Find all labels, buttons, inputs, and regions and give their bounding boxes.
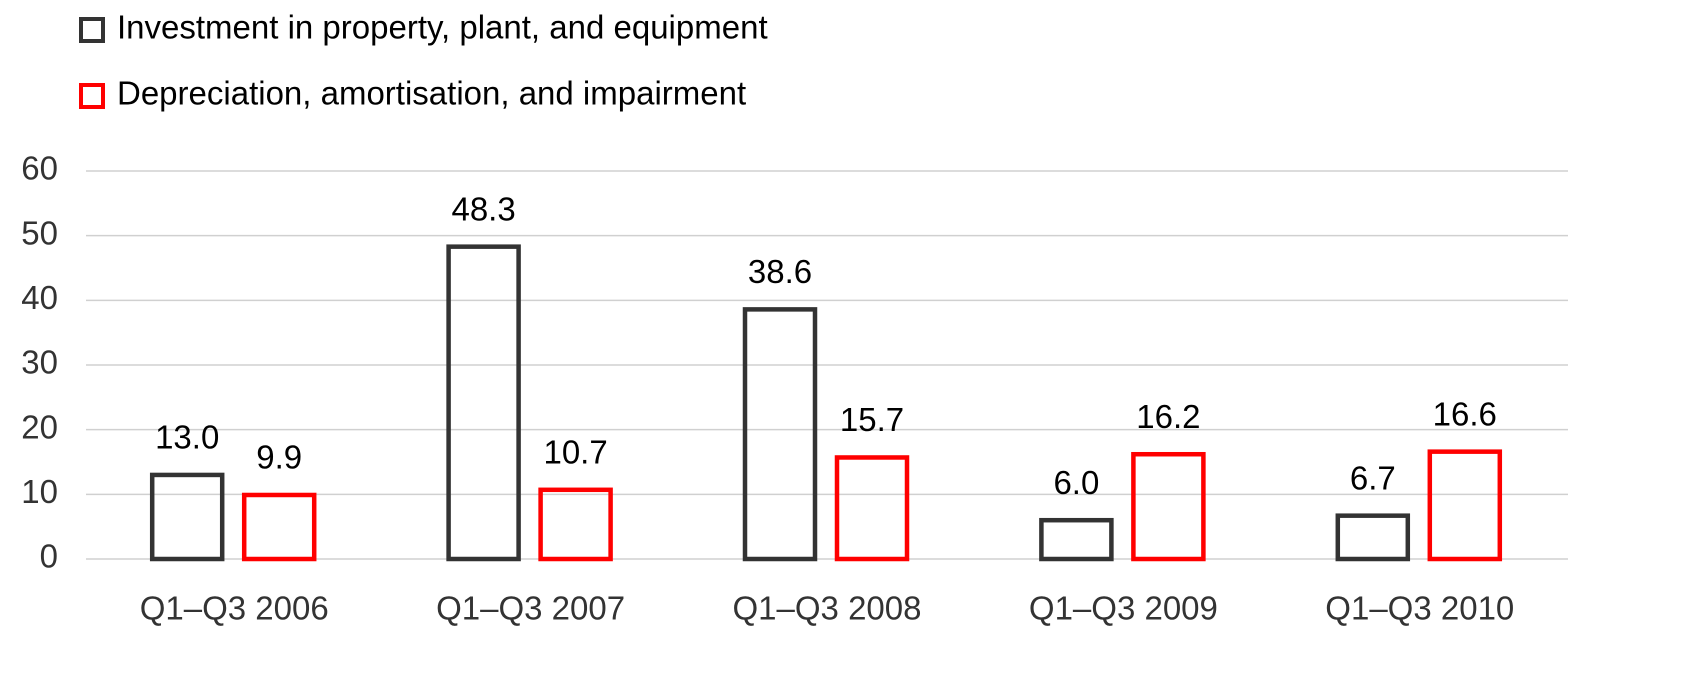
legend-swatch — [79, 17, 105, 43]
x-tick-label: Q1–Q3 2008 — [733, 590, 922, 627]
y-tick-label: 60 — [21, 150, 58, 187]
bar — [241, 492, 317, 562]
x-tick-label: Q1–Q3 2010 — [1325, 590, 1514, 627]
data-label: 16.6 — [1433, 395, 1497, 432]
y-tick-label: 30 — [21, 344, 58, 381]
y-tick-label: 0 — [40, 538, 58, 575]
bar — [1427, 449, 1503, 562]
data-label: 9.9 — [256, 439, 302, 476]
legend-swatch — [79, 83, 105, 109]
bar — [1131, 451, 1206, 562]
bar — [446, 244, 521, 562]
y-tick-label: 10 — [21, 473, 58, 510]
data-label: 10.7 — [543, 434, 607, 471]
y-tick-label: 20 — [21, 408, 58, 445]
x-tick-label: Q1–Q3 2007 — [436, 590, 625, 627]
data-label: 15.7 — [840, 401, 904, 438]
data-label: 16.2 — [1136, 398, 1200, 435]
data-label: 48.3 — [451, 190, 515, 227]
data-label: 13.0 — [155, 419, 219, 456]
y-tick-label: 40 — [21, 279, 58, 316]
x-tick-label: Q1–Q3 2006 — [140, 590, 329, 627]
data-label: 6.7 — [1350, 459, 1396, 496]
bar — [834, 455, 910, 562]
legend-label: Investment in property, plant, and equip… — [117, 9, 768, 46]
bar — [538, 487, 613, 562]
legend-label: Depreciation, amortisation, and impairme… — [117, 75, 746, 112]
data-label: 38.6 — [748, 253, 812, 290]
bar — [1335, 513, 1411, 562]
bar — [1039, 517, 1114, 562]
x-tick-label: Q1–Q3 2009 — [1029, 590, 1218, 627]
bar — [742, 307, 818, 562]
y-tick-label: 50 — [21, 214, 58, 251]
bar — [149, 472, 225, 562]
data-label: 6.0 — [1053, 464, 1099, 501]
